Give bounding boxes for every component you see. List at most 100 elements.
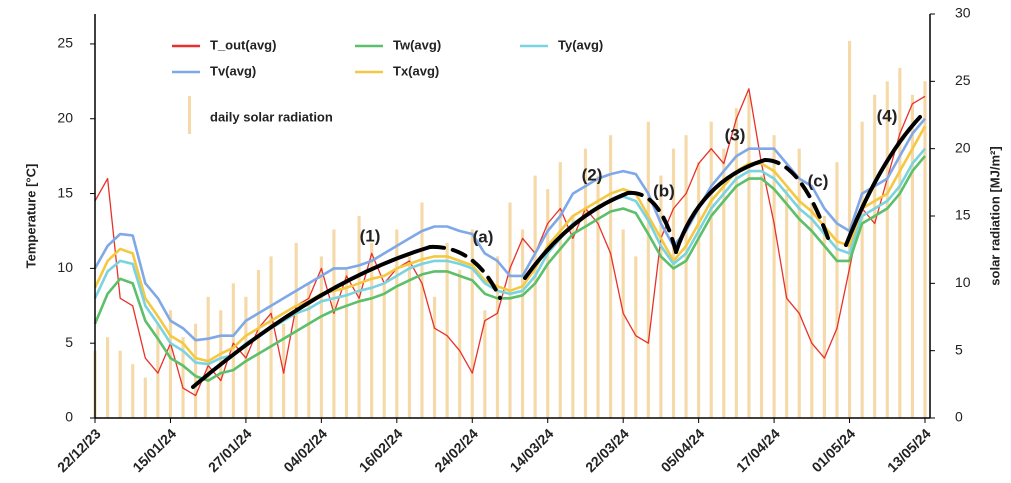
radiation-bar bbox=[910, 94, 914, 419]
trend-curve bbox=[523, 191, 630, 280]
radiation-bar bbox=[206, 296, 210, 418]
radiation-bar bbox=[659, 175, 663, 418]
radiation-bar bbox=[458, 269, 462, 418]
x-tick-label: 13/05/24 bbox=[884, 425, 934, 475]
annotation: (3) bbox=[725, 125, 746, 144]
y2-tick-label: 5 bbox=[955, 341, 963, 357]
legend-label: Tv(avg) bbox=[210, 63, 256, 78]
radiation-bar bbox=[106, 337, 110, 418]
trend-curve bbox=[674, 158, 767, 254]
y2-tick-label: 0 bbox=[955, 409, 963, 425]
radiation-bar bbox=[898, 67, 902, 418]
radiation-bar bbox=[382, 283, 386, 418]
radiation-bar bbox=[596, 175, 600, 418]
radiation-bar bbox=[697, 162, 701, 418]
radiation-bar bbox=[709, 121, 713, 418]
radiation-bar bbox=[143, 377, 147, 418]
legend-label: daily solar radiation bbox=[210, 109, 333, 124]
radiation-bar bbox=[797, 148, 801, 418]
x-tick-label: 22/03/24 bbox=[582, 425, 632, 475]
legend-label: Tw(avg) bbox=[393, 37, 441, 52]
trend-curve-dashed bbox=[763, 158, 830, 240]
radiation-bar bbox=[759, 175, 764, 418]
radiation-bar bbox=[860, 121, 864, 418]
trend-curve bbox=[191, 245, 432, 389]
x-tick-label: 15/01/24 bbox=[129, 425, 179, 475]
x-tick-label: 01/05/24 bbox=[808, 425, 858, 475]
series-line bbox=[93, 125, 927, 363]
x-tick-label: 05/04/24 bbox=[658, 425, 708, 475]
radiation-bar bbox=[445, 242, 449, 418]
trend-curve-dashed bbox=[626, 190, 678, 254]
radiation-bar bbox=[407, 256, 411, 418]
y2-tick-label: 10 bbox=[955, 274, 971, 290]
x-tick-label: 17/04/24 bbox=[733, 425, 783, 475]
x-tick-label: 04/02/24 bbox=[280, 425, 330, 475]
radiation-bar bbox=[521, 229, 525, 418]
y-axis-title: Temperature [°C] bbox=[23, 164, 38, 269]
trend-curve bbox=[844, 115, 922, 247]
radiation-bar bbox=[609, 135, 613, 418]
legend-swatch bbox=[188, 96, 191, 134]
x-tick-label: 22/12/23 bbox=[54, 425, 104, 475]
radiation-bar bbox=[118, 350, 122, 418]
radiation-bar bbox=[722, 148, 726, 418]
trend-curves bbox=[191, 115, 922, 389]
annotation: (c) bbox=[808, 171, 829, 190]
y2-tick-label: 20 bbox=[955, 139, 971, 155]
radiation-bar bbox=[357, 216, 361, 418]
radiation-bar bbox=[634, 256, 638, 418]
radiation-bar bbox=[470, 229, 474, 418]
annotation: (a) bbox=[473, 227, 494, 246]
plot-area bbox=[93, 40, 927, 419]
radiation-bar bbox=[344, 269, 349, 418]
y-tick-label: 15 bbox=[57, 184, 73, 200]
y2-axis-title: solar radiation [MJ/m²] bbox=[987, 146, 1002, 285]
radiation-bar bbox=[168, 310, 173, 418]
legend-label: T_out(avg) bbox=[210, 37, 276, 52]
legend-label: Tx(avg) bbox=[393, 63, 439, 78]
annotation: (b) bbox=[653, 181, 675, 200]
radiation-bar bbox=[558, 162, 562, 418]
y-tick-label: 5 bbox=[65, 334, 73, 350]
trend-curve-dashed bbox=[428, 244, 502, 300]
series-line bbox=[93, 117, 926, 342]
radiation-bar bbox=[181, 337, 185, 418]
radiation-bar bbox=[571, 216, 575, 418]
radiation-bar bbox=[483, 310, 487, 418]
legend-label: Ty(avg) bbox=[558, 37, 603, 52]
radiation-bar bbox=[131, 364, 135, 418]
radiation-bar bbox=[835, 162, 839, 418]
radiation-bar bbox=[546, 189, 550, 418]
annotation: (4) bbox=[877, 106, 898, 125]
radiation-bar bbox=[810, 202, 814, 418]
radiation-bar bbox=[269, 256, 273, 418]
radiation-bar bbox=[533, 175, 537, 418]
radiation-bar bbox=[734, 108, 738, 419]
radiation-bar bbox=[508, 202, 512, 418]
x-tick-label: 27/01/24 bbox=[205, 425, 255, 475]
annotation: (1) bbox=[360, 226, 381, 245]
radiation-bar bbox=[307, 283, 311, 418]
radiation-bar bbox=[332, 229, 336, 418]
radiation-bar bbox=[256, 269, 261, 418]
radiation-bar bbox=[621, 229, 625, 418]
x-tick-label: 14/03/24 bbox=[507, 425, 557, 475]
radiation-bar bbox=[194, 323, 198, 418]
radiation-bar bbox=[495, 256, 499, 418]
radiation-bar bbox=[420, 202, 424, 418]
y-tick-label: 25 bbox=[57, 35, 73, 51]
y2-tick-label: 15 bbox=[955, 207, 971, 223]
y2-tick-label: 30 bbox=[955, 5, 971, 21]
radiation-bar bbox=[772, 135, 776, 418]
radiation-bar bbox=[583, 148, 588, 418]
series-line bbox=[94, 88, 926, 397]
radiation-bar bbox=[822, 216, 826, 418]
radiation-bar bbox=[231, 283, 235, 418]
radiation-bar bbox=[370, 242, 374, 418]
y-tick-label: 0 bbox=[65, 409, 73, 425]
x-tick-label: 16/02/24 bbox=[356, 425, 406, 475]
radiation-bar bbox=[671, 148, 676, 418]
radiation-bar bbox=[684, 135, 688, 418]
